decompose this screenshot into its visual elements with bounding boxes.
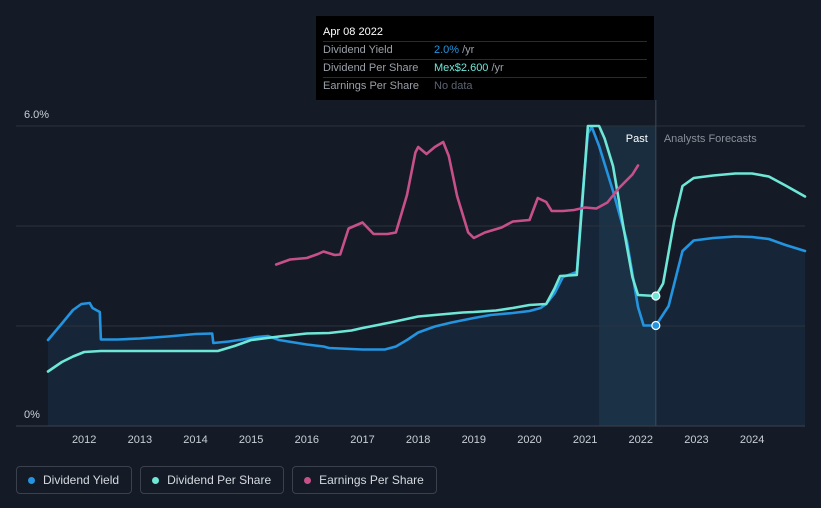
tooltip-unit: /yr xyxy=(491,62,504,74)
legend-item-earnings-per-share[interactable]: Earnings Per Share xyxy=(292,466,437,494)
legend-label: Dividend Per Share xyxy=(167,473,272,487)
y-tick-label: 0% xyxy=(24,409,40,421)
dps-marker xyxy=(651,291,661,301)
eps-line xyxy=(274,140,640,266)
x-tick-label: 2023 xyxy=(684,434,708,446)
x-tick-label: 2012 xyxy=(72,434,96,446)
dividend-per-share-dot-icon xyxy=(152,476,160,484)
tooltip-value: 2.0% xyxy=(434,44,460,56)
yield-marker xyxy=(651,320,661,331)
tooltip-label: Dividend Yield xyxy=(323,44,393,56)
chart-tooltip: Apr 08 2022 Dividend Yield 2.0%/yr Divid… xyxy=(316,16,654,100)
x-tick-label: 2019 xyxy=(462,434,486,446)
x-tick-label: 2014 xyxy=(183,434,207,446)
tooltip-label: Earnings Per Share xyxy=(323,80,419,92)
dividend-yield-dot-icon xyxy=(28,476,35,484)
tooltip-row-earnings-per-share: Earnings Per Share No data xyxy=(323,77,647,95)
tooltip-row-dividend-yield: Dividend Yield 2.0%/yr xyxy=(323,41,647,59)
x-tick-label: 2017 xyxy=(350,434,374,446)
y-tick-label: 6.0% xyxy=(24,109,49,121)
tooltip-value: Mex$2.600 xyxy=(434,62,489,74)
x-tick-label: 2021 xyxy=(573,434,597,446)
tooltip-unit: /yr xyxy=(462,44,475,56)
legend-item-dividend-per-share[interactable]: Dividend Per Share xyxy=(140,466,285,494)
forecast-label: Analysts Forecasts xyxy=(664,133,757,145)
x-tick-label: 2018 xyxy=(406,434,430,446)
chart-legend: Dividend Yield Dividend Per Share Earnin… xyxy=(16,466,437,494)
x-tick-label: 2013 xyxy=(128,434,152,446)
dividend-yield-area xyxy=(48,127,805,426)
x-tick-label: 2024 xyxy=(740,434,764,446)
dps-line xyxy=(46,124,807,373)
x-tick-label: 2015 xyxy=(239,434,263,446)
past-label: Past xyxy=(626,133,648,145)
x-tick-label: 2016 xyxy=(295,434,319,446)
x-tick-label: 2022 xyxy=(629,434,653,446)
tooltip-label: Dividend Per Share xyxy=(323,62,419,74)
earnings-per-share-dot-icon xyxy=(304,476,312,484)
x-tick-label: 2020 xyxy=(517,434,541,446)
legend-label: Dividend Yield xyxy=(43,473,120,487)
tooltip-value: No data xyxy=(434,80,473,92)
legend-label: Earnings Per Share xyxy=(319,473,424,487)
legend-item-dividend-yield[interactable]: Dividend Yield xyxy=(16,466,133,494)
tooltip-date: Apr 08 2022 xyxy=(323,26,383,38)
tooltip-row-dividend-per-share: Dividend Per Share Mex$2.600/yr xyxy=(323,59,647,77)
